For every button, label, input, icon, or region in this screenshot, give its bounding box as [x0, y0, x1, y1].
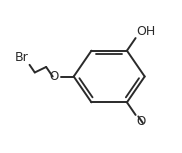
Text: O: O [136, 115, 145, 128]
Text: Br: Br [15, 51, 29, 64]
Text: O: O [49, 70, 58, 82]
Text: OH: OH [136, 25, 155, 38]
